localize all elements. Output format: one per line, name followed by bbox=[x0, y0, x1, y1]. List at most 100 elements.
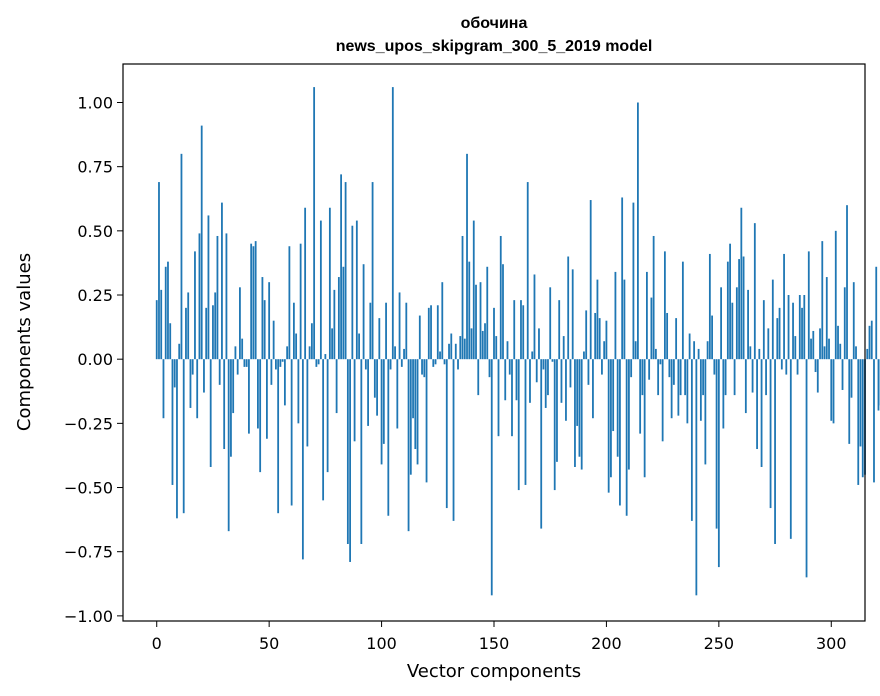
bar bbox=[720, 287, 722, 360]
bar bbox=[821, 241, 824, 360]
bar bbox=[430, 305, 432, 360]
y-tick-label: −0.50 bbox=[64, 479, 113, 498]
bar bbox=[167, 261, 169, 360]
bar bbox=[490, 359, 493, 596]
bar bbox=[594, 312, 597, 360]
bar bbox=[803, 295, 806, 360]
bar bbox=[277, 359, 280, 514]
bar bbox=[427, 307, 430, 360]
bar bbox=[189, 359, 192, 408]
bar bbox=[216, 235, 219, 360]
bar bbox=[245, 359, 248, 367]
bar bbox=[639, 359, 642, 434]
bar bbox=[695, 359, 698, 596]
y-tick-label: −0.75 bbox=[64, 543, 113, 562]
bar bbox=[744, 359, 747, 414]
bar bbox=[441, 282, 444, 360]
bar bbox=[657, 359, 660, 396]
bar bbox=[504, 359, 507, 401]
bar bbox=[589, 200, 592, 360]
bar bbox=[450, 333, 453, 360]
bar bbox=[810, 338, 812, 360]
bar bbox=[870, 320, 873, 360]
bar bbox=[513, 300, 516, 360]
bar bbox=[760, 359, 763, 467]
y-tick-label: 1.00 bbox=[77, 94, 113, 113]
bar bbox=[286, 346, 289, 360]
bar bbox=[432, 359, 435, 367]
bar bbox=[670, 359, 673, 419]
bar bbox=[850, 359, 853, 398]
bar bbox=[425, 359, 428, 483]
bar bbox=[164, 266, 167, 360]
bar bbox=[796, 359, 799, 375]
bar bbox=[607, 359, 610, 493]
bar bbox=[542, 359, 545, 370]
bar bbox=[758, 348, 761, 360]
bar bbox=[196, 359, 199, 419]
bar bbox=[538, 328, 540, 360]
bar bbox=[549, 287, 552, 360]
bar bbox=[699, 359, 702, 421]
bar bbox=[610, 359, 612, 478]
bar bbox=[751, 359, 754, 393]
bar bbox=[747, 289, 749, 360]
bar bbox=[252, 246, 255, 360]
bar bbox=[349, 359, 351, 562]
bar bbox=[371, 182, 374, 360]
bar bbox=[445, 359, 448, 509]
bar bbox=[677, 359, 680, 416]
bar bbox=[785, 359, 788, 375]
bar bbox=[367, 359, 369, 426]
bar bbox=[182, 359, 185, 514]
bar bbox=[823, 346, 826, 360]
bar bbox=[805, 359, 808, 578]
bar bbox=[355, 220, 358, 360]
bar bbox=[297, 359, 300, 424]
bar bbox=[675, 318, 678, 360]
bar bbox=[463, 338, 466, 360]
bar bbox=[625, 359, 628, 516]
bar bbox=[634, 341, 637, 360]
bar bbox=[875, 266, 878, 360]
bar bbox=[792, 302, 794, 360]
bar bbox=[623, 279, 626, 360]
bar bbox=[227, 359, 230, 532]
bar bbox=[173, 359, 176, 388]
bar bbox=[360, 359, 363, 544]
bar bbox=[535, 359, 538, 383]
bar bbox=[574, 359, 576, 467]
bar bbox=[275, 359, 277, 370]
x-axis-label: Vector components bbox=[407, 661, 581, 682]
chart-title: обочина bbox=[461, 15, 528, 32]
bar bbox=[603, 341, 606, 360]
bar bbox=[567, 256, 570, 360]
bar bbox=[765, 359, 767, 396]
bar bbox=[331, 328, 334, 360]
bar bbox=[558, 300, 561, 360]
bar bbox=[533, 274, 536, 360]
bar bbox=[686, 359, 689, 424]
bar bbox=[562, 336, 565, 360]
bar bbox=[259, 359, 262, 473]
bar bbox=[423, 359, 426, 378]
bar bbox=[243, 359, 246, 367]
bar bbox=[502, 264, 504, 360]
bar bbox=[194, 251, 196, 360]
bar bbox=[239, 287, 241, 360]
bar bbox=[650, 297, 653, 360]
bar bbox=[726, 261, 729, 360]
x-tick-label: 0 bbox=[152, 634, 162, 653]
bar bbox=[421, 359, 423, 375]
bar bbox=[524, 359, 527, 485]
bar bbox=[497, 359, 500, 437]
y-tick-label: 0.25 bbox=[77, 286, 113, 305]
bar bbox=[436, 305, 439, 360]
bar bbox=[834, 230, 837, 360]
bar bbox=[389, 359, 392, 370]
bar bbox=[403, 348, 405, 360]
y-tick-label: −1.00 bbox=[64, 607, 113, 626]
bar bbox=[832, 359, 835, 424]
bar bbox=[281, 359, 284, 362]
bar bbox=[301, 359, 304, 560]
